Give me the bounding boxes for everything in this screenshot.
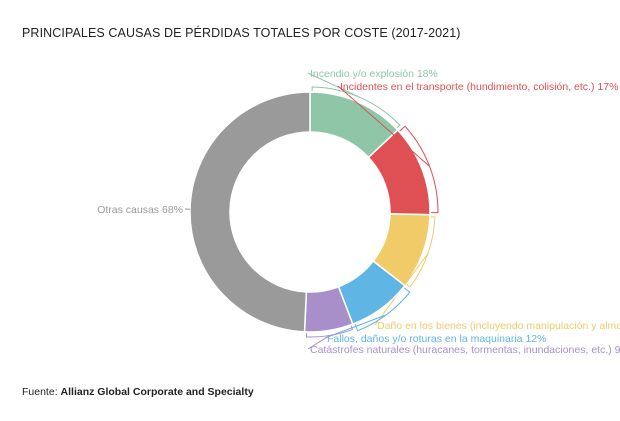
source-prefix: Fuente: [22, 386, 61, 398]
chart-title: PRINCIPALES CAUSAS DE PÉRDIDAS TOTALES P… [22, 26, 461, 40]
label-catastrofes-naturales-huracanes-tormentas-inundaciones-etc: Catástrofes naturales (huracanes, tormen… [310, 344, 620, 356]
source-name: Allianz Global Corporate and Specialty [60, 386, 254, 398]
label-dano-en-los-bienes-incluyendo-manipulacion-y-almacenamiento: Daño en los bienes (incluyendo manipulac… [377, 320, 620, 332]
label-incidentes-en-el-transporte-hundimiento-colision-etc: Incidentes en el transporte (hundimiento… [340, 81, 618, 93]
slice-otras-causas [189, 91, 311, 333]
label-otras-causas: Otras causas 68% [97, 204, 183, 216]
source-note: Fuente: Allianz Global Corporate and Spe… [22, 386, 254, 398]
label-incendio-y-o-explosion: Incendio y/o explosión 18% [310, 68, 438, 80]
connector-incendio-y-o-explosion [307, 72, 401, 129]
connector-catastrofes-naturales-huracanes-tormentas-inundaciones-etc [305, 325, 354, 350]
label-fallos-danos-y-o-roturas-en-la-maquinaria: Fallos, daños y/o roturas en la maquinar… [327, 333, 546, 345]
connector-incidentes-en-el-transporte-hundimiento-colision-etc [337, 85, 439, 214]
